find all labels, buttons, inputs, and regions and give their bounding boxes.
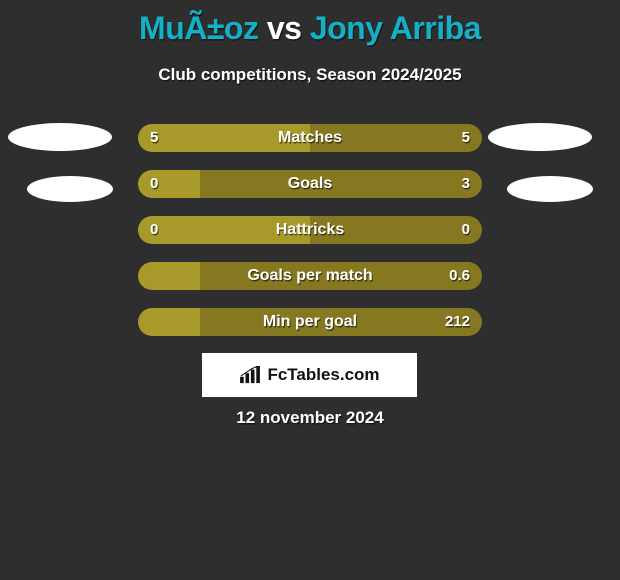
stat-row: Goals03 <box>138 170 482 198</box>
stat-value-right: 0.6 <box>449 262 470 290</box>
decorative-ellipse <box>27 176 113 202</box>
bar-chart-icon <box>239 366 261 384</box>
stat-fill-left <box>138 124 310 152</box>
stat-value-left: 0 <box>150 216 158 244</box>
stat-value-right: 5 <box>462 124 470 152</box>
decorative-ellipse <box>8 123 112 151</box>
stat-row: Min per goal212 <box>138 308 482 336</box>
subtitle: Club competitions, Season 2024/2025 <box>0 65 620 85</box>
stat-fill-right <box>200 308 482 336</box>
stat-row: Hattricks00 <box>138 216 482 244</box>
stat-value-right: 3 <box>462 170 470 198</box>
stat-value-right: 212 <box>445 308 470 336</box>
date-text: 12 november 2024 <box>0 408 620 428</box>
stat-row: Goals per match0.6 <box>138 262 482 290</box>
decorative-ellipse <box>507 176 593 202</box>
stat-value-left: 0 <box>150 170 158 198</box>
stat-fill-right <box>310 216 482 244</box>
stat-value-left: 5 <box>150 124 158 152</box>
stat-fill-left <box>138 216 310 244</box>
stat-fill-left <box>138 170 200 198</box>
vs-separator: vs <box>258 10 309 46</box>
logo-text: FcTables.com <box>267 365 379 385</box>
stat-fill-left <box>138 308 200 336</box>
fctables-logo: FcTables.com <box>202 353 417 397</box>
comparison-rows: Matches55Goals03Hattricks00Goals per mat… <box>138 124 482 354</box>
stat-fill-right <box>200 262 482 290</box>
stat-fill-right <box>200 170 482 198</box>
stat-fill-right <box>310 124 482 152</box>
decorative-ellipse <box>488 123 592 151</box>
page-title: MuÃ±oz vs Jony Arriba <box>0 0 620 47</box>
player-right-name: Jony Arriba <box>310 10 481 46</box>
player-left-name: MuÃ±oz <box>139 10 258 46</box>
stat-fill-left <box>138 262 200 290</box>
stat-row: Matches55 <box>138 124 482 152</box>
stat-value-right: 0 <box>462 216 470 244</box>
